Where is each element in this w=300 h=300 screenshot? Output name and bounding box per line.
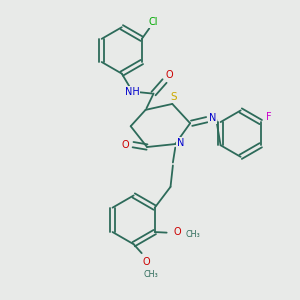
Text: N: N	[209, 113, 216, 124]
Text: O: O	[122, 140, 129, 150]
Text: Cl: Cl	[149, 17, 158, 28]
Text: O: O	[174, 227, 182, 237]
Text: CH₃: CH₃	[143, 270, 158, 279]
Text: NH: NH	[125, 87, 140, 97]
Text: O: O	[142, 257, 150, 267]
Text: F: F	[266, 112, 272, 122]
Text: S: S	[170, 92, 177, 102]
Text: N: N	[177, 138, 184, 148]
Text: CH₃: CH₃	[185, 230, 200, 239]
Text: O: O	[165, 70, 173, 80]
